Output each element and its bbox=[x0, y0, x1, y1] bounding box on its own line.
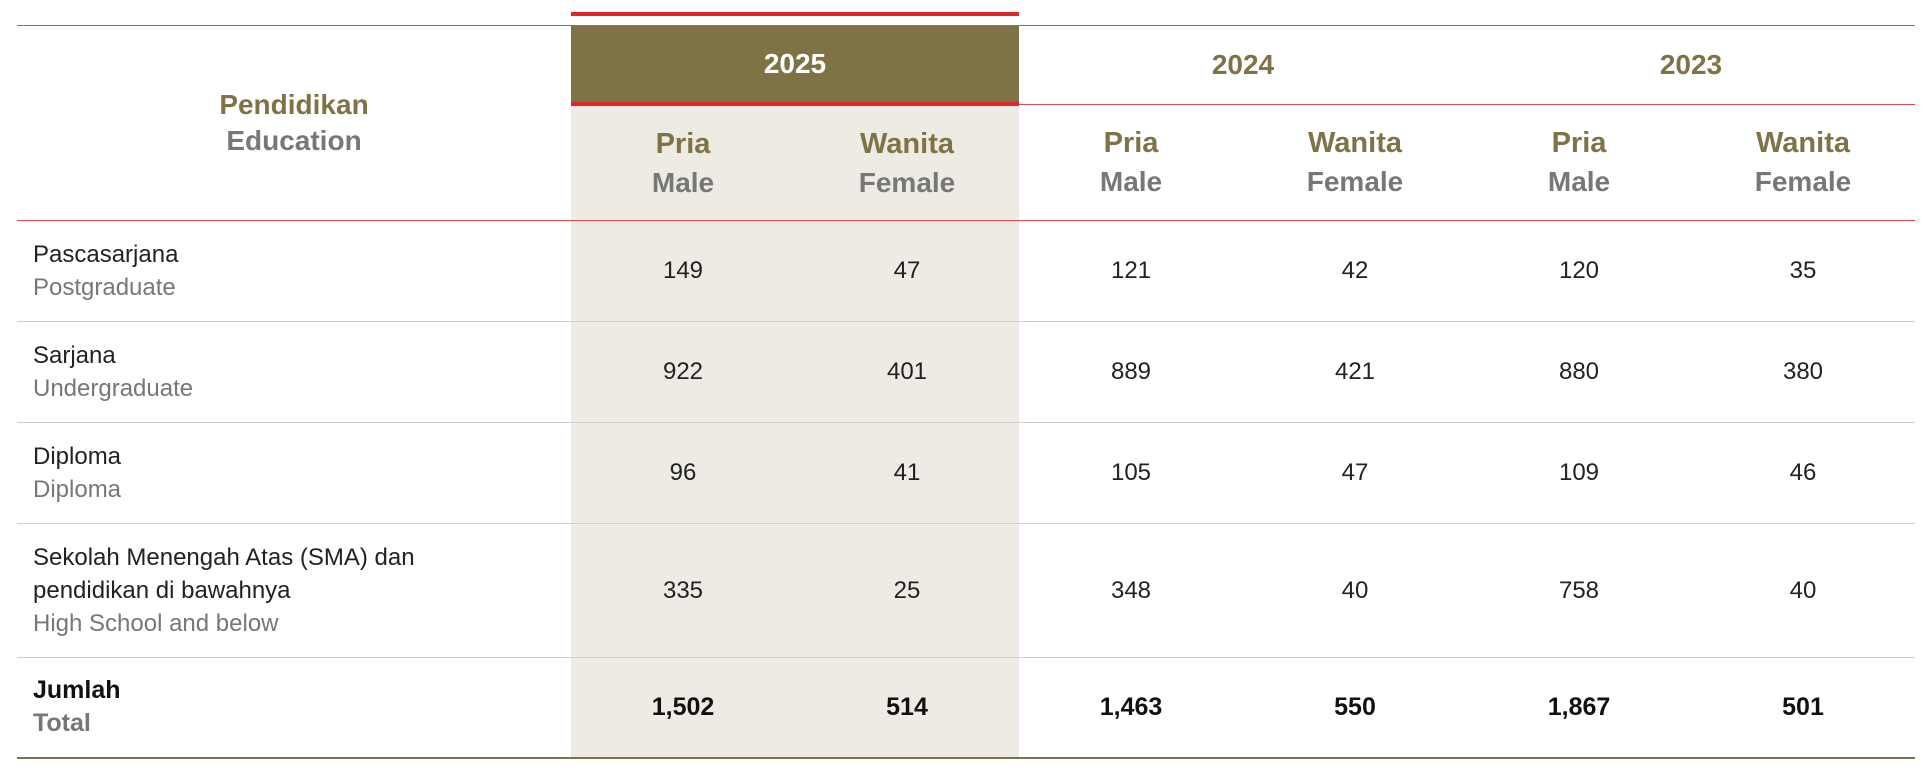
data-row: Diploma Diploma 96 41 105 47 109 46 bbox=[17, 422, 1915, 524]
value-cell: 889 bbox=[1019, 321, 1243, 423]
column-header: Pria Male bbox=[1467, 104, 1691, 221]
data-row: Jumlah Total 1,502 514 1,463 550 1,867 501 bbox=[17, 657, 1915, 759]
highlight-bar bbox=[571, 12, 1019, 16]
label-translation: High School and below bbox=[33, 610, 279, 637]
column-subtitle: Male bbox=[651, 166, 715, 198]
data-row: Sekolah Menengah Atas (SMA) dan pendidik… bbox=[17, 523, 1915, 658]
label-translation: Undergraduate bbox=[33, 375, 194, 402]
label-translation: Diploma bbox=[33, 476, 122, 503]
column-subtitle: Female bbox=[1754, 165, 1852, 197]
label-translation: Total bbox=[33, 709, 91, 738]
education-header: Pendidikan Education bbox=[17, 25, 571, 221]
data-row: Sarjana Undergraduate 922 401 889 421 880 380 bbox=[17, 321, 1915, 423]
value-cell: 25 bbox=[795, 523, 1019, 658]
value-cell: 47 bbox=[1243, 422, 1467, 524]
column-title: Pria bbox=[1103, 126, 1159, 159]
column-subtitle: Female bbox=[858, 166, 956, 198]
value-cell: 1,867 bbox=[1467, 657, 1691, 759]
value-cell: 96 bbox=[571, 422, 795, 524]
value-cell: 46 bbox=[1691, 422, 1915, 524]
value-cell: 105 bbox=[1019, 422, 1243, 524]
value-cell: 42 bbox=[1243, 220, 1467, 322]
value-cell: 758 bbox=[1467, 523, 1691, 658]
value-cell: 514 bbox=[795, 657, 1019, 759]
row-label: Jumlah Total bbox=[17, 657, 571, 759]
column-title: Pria bbox=[1551, 126, 1607, 159]
column-header: Pria Male bbox=[571, 104, 795, 221]
data-row: Pascasarjana Postgraduate 149 47 121 42 120 35 bbox=[17, 220, 1915, 322]
table-wrap: Pendidikan Education 2025 2024 2023 Pria Male W… bbox=[17, 12, 1915, 759]
column-subtitle: Male bbox=[1099, 165, 1163, 197]
year-label: 2023 bbox=[1659, 48, 1723, 80]
row-label: Pascasarjana Postgraduate bbox=[17, 220, 571, 322]
subheader-row: Pria Male Wanita Female Pria Male Wanita Female… bbox=[17, 104, 1915, 221]
value-cell: 40 bbox=[1691, 523, 1915, 658]
value-cell: 35 bbox=[1691, 220, 1915, 322]
column-header: Wanita Female bbox=[1691, 104, 1915, 221]
column-subtitle: Male bbox=[1547, 165, 1611, 197]
label-text: Diploma bbox=[33, 443, 122, 470]
value-cell: 1,463 bbox=[1019, 657, 1243, 759]
label-text: Sekolah Menengah Atas (SMA) dan pendidik… bbox=[33, 544, 415, 604]
value-cell: 1,502 bbox=[571, 657, 795, 759]
column-title: Wanita bbox=[1308, 126, 1402, 159]
header-title: Pendidikan bbox=[219, 89, 369, 120]
row-label: Diploma Diploma bbox=[17, 422, 571, 524]
column-title: Wanita bbox=[1756, 126, 1850, 159]
row-label: Sarjana Undergraduate bbox=[17, 321, 571, 423]
value-cell: 149 bbox=[571, 220, 795, 322]
value-cell: 47 bbox=[795, 220, 1019, 322]
value-cell: 880 bbox=[1467, 321, 1691, 423]
column-header: Pria Male bbox=[1019, 104, 1243, 221]
header-row: Pendidikan Education 2025 2024 2023 bbox=[17, 12, 1915, 221]
value-cell: 41 bbox=[795, 422, 1019, 524]
row-label: Sekolah Menengah Atas (SMA) dan pendidik… bbox=[17, 523, 571, 658]
column-title: Pria bbox=[655, 127, 711, 160]
header-subtitle: Education bbox=[226, 125, 362, 156]
value-cell: 550 bbox=[1243, 657, 1467, 759]
label-text: Jumlah bbox=[33, 676, 121, 705]
label-translation: Postgraduate bbox=[33, 274, 176, 301]
year-header: 2025 bbox=[571, 12, 1019, 106]
value-cell: 109 bbox=[1467, 422, 1691, 524]
value-cell: 40 bbox=[1243, 523, 1467, 658]
value-cell: 380 bbox=[1691, 321, 1915, 423]
education-table: Pendidikan Education 2025 2024 2023 Pria Male W… bbox=[17, 12, 1915, 759]
column-subtitle: Female bbox=[1306, 165, 1404, 197]
value-cell: 348 bbox=[1019, 523, 1243, 658]
year-label: 2025 bbox=[763, 48, 827, 79]
value-cell: 501 bbox=[1691, 657, 1915, 759]
value-cell: 335 bbox=[571, 523, 795, 658]
value-cell: 121 bbox=[1019, 220, 1243, 322]
value-cell: 401 bbox=[795, 321, 1019, 423]
value-cell: 120 bbox=[1467, 220, 1691, 322]
column-header: Wanita Female bbox=[795, 104, 1019, 221]
label-text: Sarjana bbox=[33, 342, 116, 369]
label-text: Pascasarjana bbox=[33, 241, 179, 268]
value-cell: 922 bbox=[571, 321, 795, 423]
value-cell: 421 bbox=[1243, 321, 1467, 423]
column-title: Wanita bbox=[860, 127, 954, 160]
year-header: 2023 bbox=[1467, 25, 1915, 105]
year-header: 2024 bbox=[1019, 25, 1467, 105]
year-label: 2024 bbox=[1211, 48, 1275, 80]
column-header: Wanita Female bbox=[1243, 104, 1467, 221]
